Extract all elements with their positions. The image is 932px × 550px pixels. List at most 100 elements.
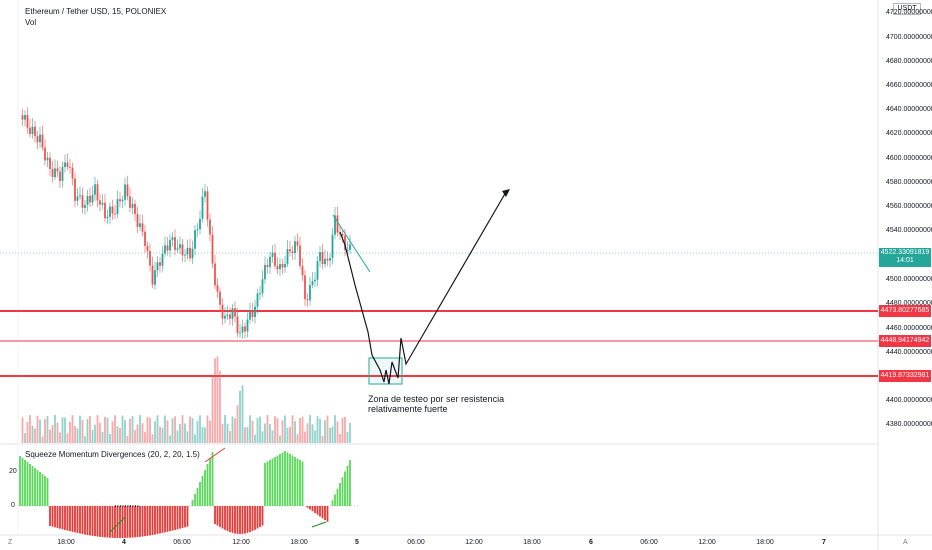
volume-bar — [189, 416, 191, 443]
momentum-bar — [219, 506, 221, 528]
momentum-bar — [109, 506, 111, 538]
volume-bar — [139, 415, 141, 443]
volume-bar — [149, 417, 151, 443]
volume-bar — [294, 421, 296, 443]
momentum-bar — [214, 506, 216, 524]
candle-body — [189, 247, 191, 259]
volume-bar — [301, 416, 304, 443]
annotation-line-1: Zona de testeo por ser resistencia — [368, 394, 505, 404]
volume-bar — [244, 427, 246, 443]
candle-body — [329, 257, 331, 261]
candle-body — [249, 311, 251, 320]
volume-bar — [181, 415, 184, 443]
candle-body — [196, 229, 199, 231]
momentum-bar — [296, 458, 299, 506]
candle-body — [291, 251, 294, 254]
momentum-bar — [164, 506, 166, 533]
price-axis-label: 4640.00000000 — [886, 106, 932, 113]
candle-body — [119, 199, 121, 202]
candle-body — [284, 263, 286, 268]
divergence-line — [204, 447, 226, 463]
momentum-bar — [194, 494, 196, 506]
volume-bar — [254, 434, 256, 443]
candle-body — [156, 262, 159, 271]
candle-body — [241, 326, 244, 333]
volume-bar — [51, 425, 54, 443]
candle-body — [261, 279, 264, 294]
time-axis-label: 12:00 — [698, 539, 716, 546]
momentum-bar — [186, 506, 189, 527]
candle-body — [204, 191, 206, 197]
momentum-bar — [171, 506, 174, 531]
candle-body — [151, 265, 154, 285]
indicator-tick-0: 0 — [11, 502, 15, 509]
momentum-bar — [176, 506, 179, 530]
momentum-bar — [331, 500, 334, 506]
momentum-bar — [21, 458, 24, 506]
candle-body — [231, 308, 234, 319]
momentum-bar — [146, 506, 149, 536]
volume-bar — [111, 421, 114, 443]
candle-body — [86, 195, 89, 205]
candle-body — [39, 134, 41, 143]
momentum-bar — [54, 506, 56, 528]
price-axis-label: 4440.00000000 — [886, 349, 932, 356]
trend-line — [332, 214, 371, 273]
time-axis-label: 18:00 — [290, 539, 308, 546]
candle-body — [294, 241, 296, 254]
volume-bar — [236, 405, 239, 443]
currency-button[interactable]: USDT — [893, 3, 921, 15]
price-axis-label: 4580.00000000 — [886, 179, 932, 186]
volume-bar — [101, 432, 104, 443]
momentum-bar — [151, 506, 154, 535]
momentum-bar — [256, 506, 259, 529]
divergence-line — [311, 521, 327, 528]
momentum-bar — [39, 472, 41, 506]
momentum-bar — [156, 506, 159, 534]
price-axis-label: 4480.00000000 — [886, 300, 932, 307]
volume-bar — [39, 419, 41, 443]
volume-bar — [34, 428, 36, 443]
candle-body — [49, 157, 51, 169]
auto-scale-button[interactable]: A — [903, 539, 908, 546]
momentum-bar — [64, 506, 66, 530]
volume-bar — [199, 415, 201, 443]
candle-body — [269, 256, 271, 268]
momentum-bar — [284, 451, 286, 506]
volume-bar — [131, 416, 134, 443]
volume-bar — [159, 426, 161, 443]
candle-body — [64, 162, 66, 168]
candle-body — [331, 234, 334, 258]
indicator-label[interactable]: Squeeze Momentum Divergences (20, 2, 20,… — [25, 450, 200, 459]
candle-body — [114, 213, 116, 215]
volume-bar — [259, 416, 261, 443]
volume-bar — [251, 420, 254, 443]
price-axis-label: 4720.00000000 — [886, 9, 932, 16]
volume-bar — [144, 431, 146, 443]
momentum-bar — [324, 506, 326, 520]
momentum-bar — [111, 506, 114, 538]
zoom-icon[interactable]: Z — [8, 539, 13, 546]
candle-body — [264, 264, 266, 280]
candle-body — [51, 168, 54, 178]
volume-bar — [319, 418, 321, 443]
candle-body — [121, 199, 124, 202]
momentum-bar — [44, 476, 46, 506]
momentum-bar — [274, 457, 276, 506]
symbol-title[interactable]: Ethereum / Tether USD, 15, POLONIEX — [25, 7, 167, 16]
candle-body — [174, 237, 176, 250]
volume-bar — [49, 429, 51, 443]
volume-bar — [179, 424, 181, 443]
volume-bar — [231, 416, 234, 443]
time-axis-label: 18:00 — [523, 539, 541, 546]
candle-body — [181, 244, 184, 256]
volume-bar — [156, 415, 159, 443]
candle-body — [299, 245, 301, 266]
divergence-line — [109, 516, 126, 533]
candle-body — [139, 223, 141, 227]
test-zone-box — [368, 357, 403, 385]
time-axis-label: 06:00 — [407, 539, 425, 546]
candle-body — [209, 219, 211, 235]
momentum-bar — [59, 506, 61, 529]
